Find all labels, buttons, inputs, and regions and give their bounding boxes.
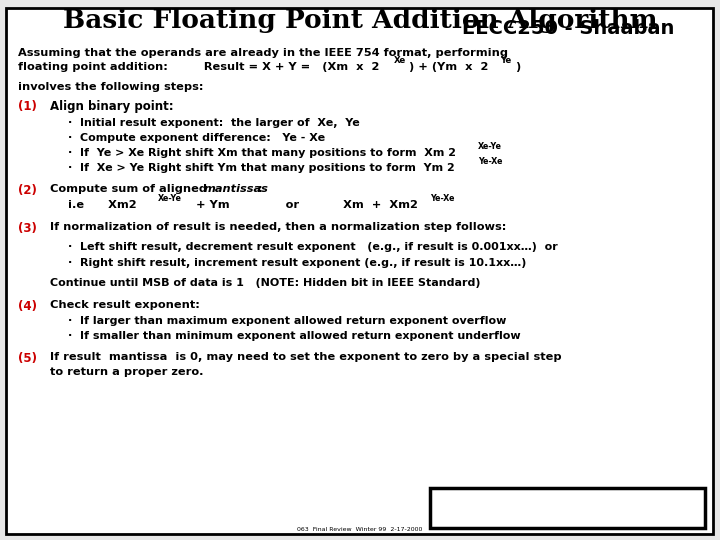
Text: (1): (1) (18, 100, 37, 113)
Text: Assuming that the operands are already in the IEEE 754 format, performing: Assuming that the operands are already i… (18, 48, 508, 58)
Text: Xe-Ye: Xe-Ye (478, 142, 502, 151)
Text: Align binary point:: Align binary point: (50, 100, 174, 113)
FancyBboxPatch shape (430, 488, 705, 528)
Text: Ye: Ye (500, 56, 511, 65)
Text: EECC250 - Shaaban: EECC250 - Shaaban (462, 18, 674, 37)
Text: Ye-Xe: Ye-Xe (430, 194, 454, 203)
Text: (5): (5) (18, 352, 37, 365)
Text: ) + (Ym  x  2: ) + (Ym x 2 (409, 62, 488, 72)
Text: (2): (2) (18, 184, 37, 197)
Text: ·  If  Ye > Xe Right shift Xm that many positions to form  Xm 2: · If Ye > Xe Right shift Xm that many po… (68, 148, 456, 158)
Text: Check result exponent:: Check result exponent: (50, 300, 200, 310)
Text: If normalization of result is needed, then a normalization step follows:: If normalization of result is needed, th… (50, 222, 506, 232)
Text: Basic Floating Point Addition Algorithm: Basic Floating Point Addition Algorithm (63, 8, 657, 33)
Text: (4): (4) (18, 300, 37, 313)
Text: :: : (258, 184, 263, 194)
Text: Continue until MSB of data is 1   (NOTE: Hidden bit in IEEE Standard): Continue until MSB of data is 1 (NOTE: H… (50, 278, 480, 288)
Text: ·  If smaller than minimum exponent allowed return exponent underflow: · If smaller than minimum exponent allow… (68, 331, 521, 341)
Text: to return a proper zero.: to return a proper zero. (50, 367, 204, 377)
Text: ·  Initial result exponent:  the larger of  Xe,  Ye: · Initial result exponent: the larger of… (68, 118, 360, 128)
Text: ): ) (515, 62, 521, 72)
Text: If result  mantissa  is 0, may need to set the exponent to zero by a special ste: If result mantissa is 0, may need to set… (50, 352, 562, 362)
Text: mantissas: mantissas (204, 184, 269, 194)
Text: Xe: Xe (394, 56, 406, 65)
Text: ·  If  Xe > Ye Right shift Ym that many positions to form  Ym 2: · If Xe > Ye Right shift Ym that many po… (68, 163, 455, 173)
Text: 063  Final Review  Winter 99  2-17-2000: 063 Final Review Winter 99 2-17-2000 (297, 527, 423, 532)
Text: (3): (3) (18, 222, 37, 235)
Text: Xe-Ye: Xe-Ye (158, 194, 182, 203)
Text: ·  Compute exponent difference:   Ye - Xe: · Compute exponent difference: Ye - Xe (68, 133, 325, 143)
Text: involves the following steps:: involves the following steps: (18, 82, 204, 92)
FancyBboxPatch shape (6, 8, 713, 534)
Text: floating point addition:         Result = X + Y =   (Xm  x  2: floating point addition: Result = X + Y … (18, 62, 379, 72)
Text: ·  Right shift result, increment result exponent (e.g., if result is 10.1xx…): · Right shift result, increment result e… (68, 258, 526, 268)
Text: i.e      Xm2: i.e Xm2 (68, 200, 137, 210)
Text: Compute sum of aligned: Compute sum of aligned (50, 184, 211, 194)
Text: ·  If larger than maximum exponent allowed return exponent overflow: · If larger than maximum exponent allowe… (68, 316, 506, 326)
Text: Ye-Xe: Ye-Xe (478, 157, 503, 166)
Text: ·  Left shift result, decrement result exponent   (e.g., if result is 0.001xx…) : · Left shift result, decrement result ex… (68, 242, 558, 252)
Text: + Ym              or           Xm  +  Xm2: + Ym or Xm + Xm2 (192, 200, 418, 210)
